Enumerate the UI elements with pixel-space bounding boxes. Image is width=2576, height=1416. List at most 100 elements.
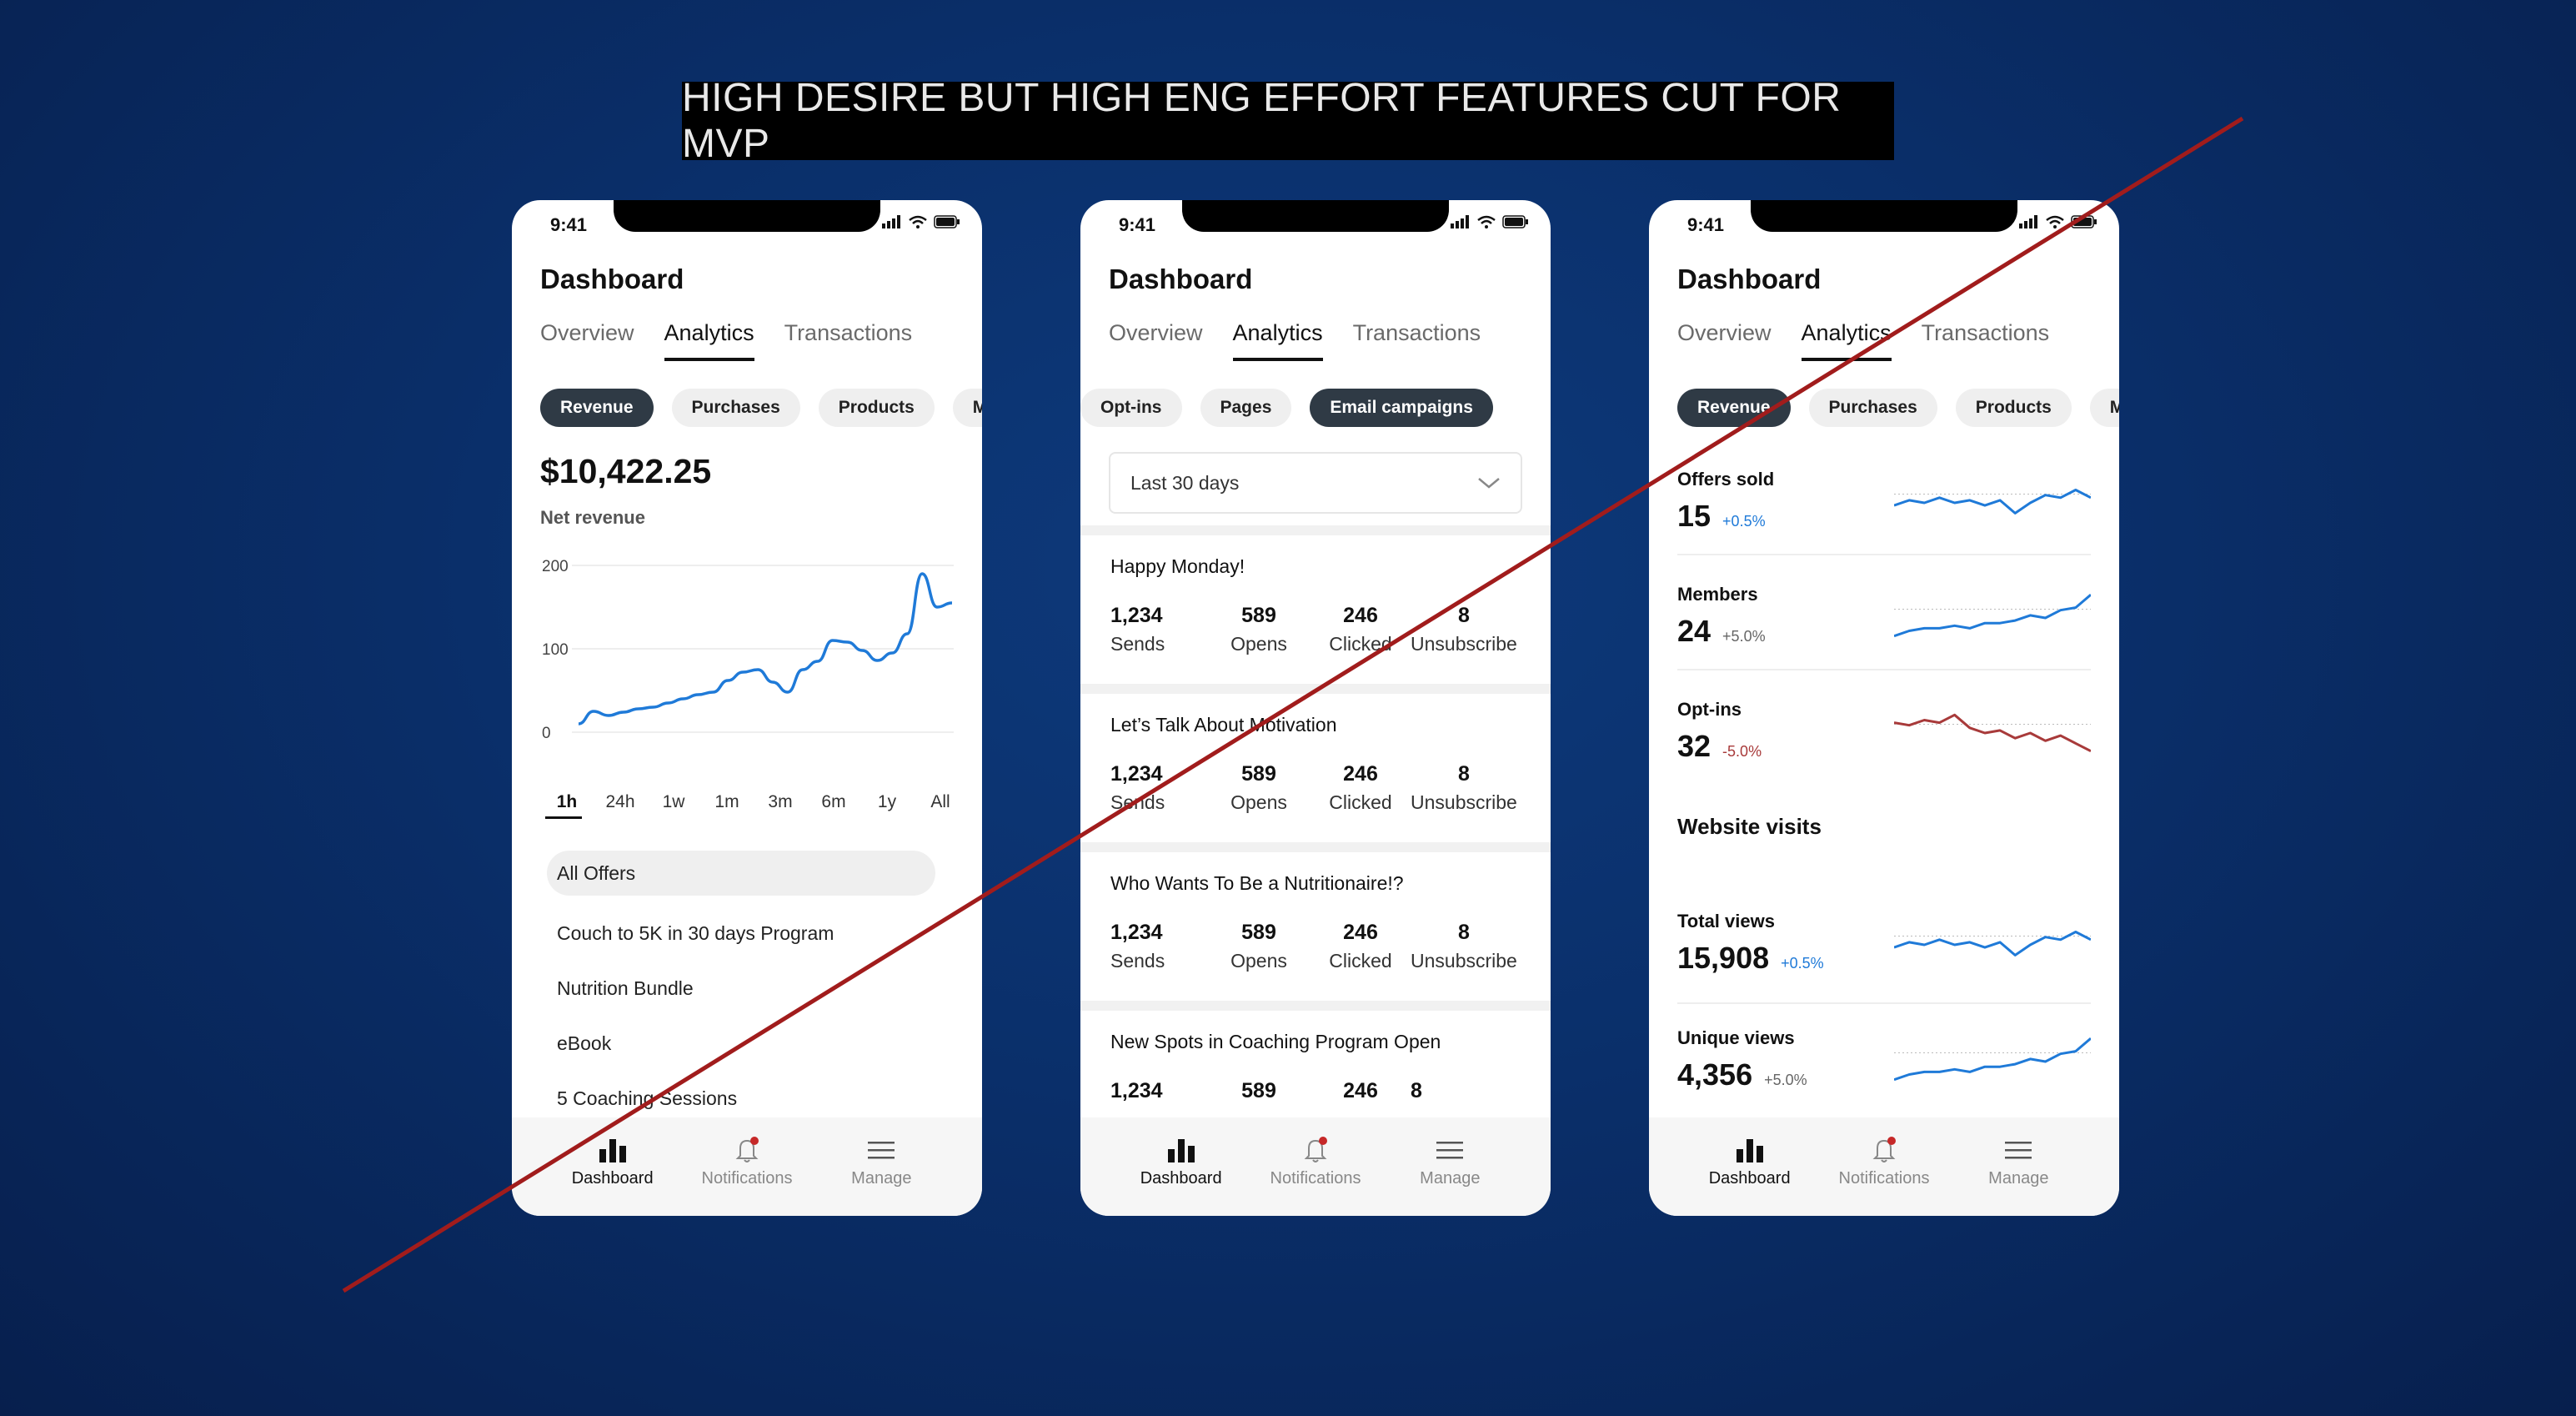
nav-notifications[interactable]: Notifications <box>1830 1117 1938 1188</box>
phone-notch <box>614 200 880 232</box>
bottom-nav: Dashboard Notifications Manage <box>1649 1117 2119 1216</box>
range-3m[interactable]: 3m <box>768 792 793 811</box>
nav-label: Manage <box>1988 1169 2049 1188</box>
nav-label: Manage <box>851 1169 912 1188</box>
signal-icon <box>1451 215 1469 228</box>
bell-icon <box>1872 1137 1896 1162</box>
range-1h[interactable]: 1h <box>540 792 594 819</box>
hamburger-menu-icon <box>868 1142 895 1159</box>
phone-notch <box>1751 200 2017 232</box>
tab-transactions[interactable]: Transactions <box>784 320 913 345</box>
stat-value: 1,234 <box>1110 1079 1163 1102</box>
metric-card[interactable]: Total views 15,908 +0.5% <box>1677 911 2091 976</box>
range-all[interactable]: All <box>930 792 950 811</box>
offer-item-all[interactable]: All Offers <box>547 851 935 896</box>
cut-features-banner: HIGH DESIRE BUT HIGH ENG EFFORT FEATURES… <box>682 76 1894 166</box>
offer-item[interactable]: Nutrition Bundle <box>557 977 694 999</box>
stat-label: Sends <box>1110 633 1165 655</box>
phone-email-campaigns: 9:41 Dashboard Overview Analytics Transa… <box>1080 200 1551 1216</box>
chip-revenue[interactable]: Revenue <box>540 389 654 427</box>
metric-delta: +0.5% <box>1781 955 1824 972</box>
y-tick-label: 100 <box>542 641 569 659</box>
chip-products[interactable]: Products <box>1955 389 2072 427</box>
status-time: 9:41 <box>1687 214 1725 235</box>
wifi-icon <box>909 215 927 228</box>
bar-chart-icon <box>1167 1139 1195 1162</box>
metric-label: Offers sold <box>1677 469 1775 490</box>
metric-card[interactable]: Offers sold 15 +0.5% <box>1677 469 2091 534</box>
status-icons <box>1451 215 1529 228</box>
range-6m[interactable]: 6m <box>821 792 846 811</box>
range-1y[interactable]: 1y <box>877 792 897 811</box>
filter-chips: Revenue Purchases Products M <box>540 389 982 427</box>
bell-icon <box>1304 1137 1327 1162</box>
sparkline-path <box>1894 931 2091 957</box>
offer-item[interactable]: eBook <box>557 1032 612 1054</box>
y-tick-label: 0 <box>542 725 551 742</box>
tab-transactions[interactable]: Transactions <box>1352 320 1481 345</box>
stat-value: 589 <box>1241 604 1276 627</box>
campaign-stat: 589 Opens <box>1207 604 1311 655</box>
signal-icon <box>882 215 900 228</box>
nav-notifications[interactable]: Notifications <box>1261 1117 1370 1188</box>
y-tick-label: 200 <box>542 558 569 575</box>
tab-overview[interactable]: Overview <box>1109 320 1203 345</box>
signal-icon <box>2019 215 2037 228</box>
analytics-tabs: Overview Analytics Transactions <box>540 320 912 361</box>
stat-value: 589 <box>1241 1079 1276 1102</box>
campaign-row[interactable]: New Spots in Coaching Program Open 1,234 5… <box>1080 1001 1551 1149</box>
nav-manage[interactable]: Manage <box>1396 1117 1504 1188</box>
chip-more[interactable]: M <box>2089 389 2119 427</box>
metric-card[interactable]: Unique views 4,356 +5.0% <box>1677 1027 2091 1092</box>
campaign-title: Who Wants To Be a Nutritionaire!? <box>1110 872 1404 894</box>
nav-manage[interactable]: Manage <box>827 1117 935 1188</box>
bottom-nav: Dashboard Notifications Manage <box>512 1117 982 1216</box>
tab-analytics[interactable]: Analytics <box>664 320 754 361</box>
chip-opt-ins[interactable]: Opt-ins <box>1080 389 1182 427</box>
chip-purchases[interactable]: Purchases <box>671 389 800 427</box>
metric-value: 15 <box>1677 499 1711 533</box>
tab-transactions[interactable]: Transactions <box>1921 320 2050 345</box>
metric-value: 24 <box>1677 614 1711 648</box>
chip-pages[interactable]: Pages <box>1200 389 1292 427</box>
stat-value: 8 <box>1457 762 1470 786</box>
campaign-row[interactable]: Who Wants To Be a Nutritionaire!? 1,234 Se… <box>1080 842 1551 991</box>
nav-label: Notifications <box>701 1169 793 1188</box>
metric-delta: +0.5% <box>1722 513 1766 530</box>
metric-card[interactable]: Members 24 +5.0% <box>1677 584 2091 649</box>
offer-item[interactable]: Couch to 5K in 30 days Program <box>557 921 834 944</box>
nav-dashboard[interactable]: Dashboard <box>559 1117 667 1188</box>
nav-dashboard[interactable]: Dashboard <box>1127 1117 1235 1188</box>
nav-notifications[interactable]: Notifications <box>693 1117 801 1188</box>
stat-label: Unsubscribe <box>1411 950 1517 972</box>
status-time: 9:41 <box>1119 214 1156 235</box>
chip-purchases[interactable]: Purchases <box>1808 389 1937 427</box>
range-1w[interactable]: 1w <box>662 792 685 811</box>
chip-email-campaigns[interactable]: Email campaigns <box>1310 389 1493 427</box>
metric-card[interactable]: Opt-ins 32 -5.0% <box>1677 699 2091 764</box>
tab-analytics[interactable]: Analytics <box>1232 320 1323 361</box>
sparkline <box>1894 713 2091 753</box>
page-title: Dashboard <box>1677 264 1822 294</box>
tab-analytics[interactable]: Analytics <box>1801 320 1892 361</box>
stat-label: Opens <box>1230 950 1287 972</box>
date-range-dropdown[interactable]: Last 30 days <box>1109 452 1522 514</box>
range-24h[interactable]: 24h <box>605 792 635 811</box>
metric-value-row: 32 -5.0% <box>1677 729 2091 764</box>
tab-overview[interactable]: Overview <box>540 320 634 345</box>
campaign-row[interactable]: Happy Monday! 1,234 Sends 589 Opens 246 Clicke… <box>1080 525 1551 674</box>
chip-products[interactable]: Products <box>818 389 935 427</box>
range-1m[interactable]: 1m <box>714 792 739 811</box>
nav-label: Dashboard <box>571 1169 654 1188</box>
chip-more[interactable]: M <box>952 389 982 427</box>
revenue-line-chart: 200 100 0 <box>542 558 954 742</box>
campaign-stat: 8 Unsubscribe <box>1411 604 1517 655</box>
metric-value-row: 24 +5.0% <box>1677 614 2091 649</box>
nav-manage[interactable]: Manage <box>1964 1117 2072 1188</box>
nav-dashboard[interactable]: Dashboard <box>1696 1117 1804 1188</box>
tab-overview[interactable]: Overview <box>1677 320 1772 345</box>
stat-value: 246 <box>1343 604 1378 627</box>
